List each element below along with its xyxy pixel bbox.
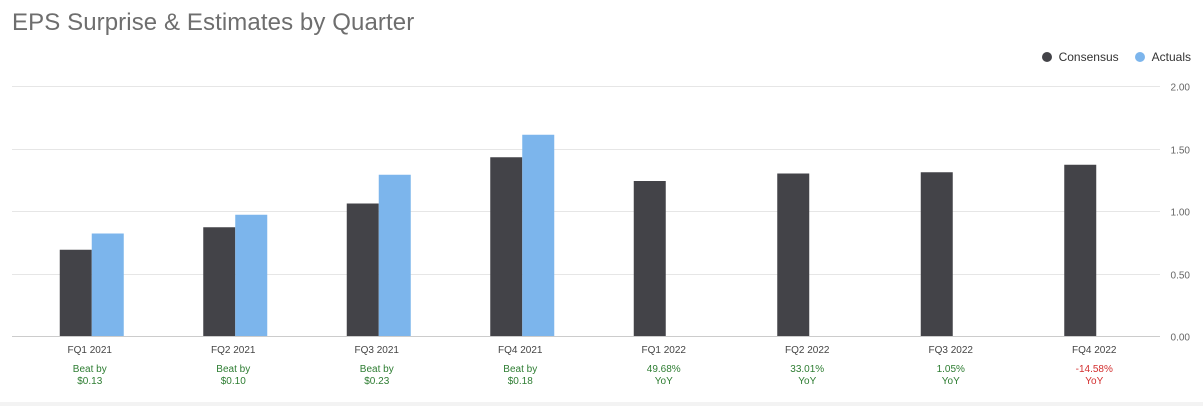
- bar-consensus[interactable]: [203, 227, 236, 336]
- annotation-line1: -14.58%: [1076, 364, 1113, 375]
- bar-consensus[interactable]: [346, 203, 379, 337]
- bar-actuals[interactable]: [522, 134, 555, 336]
- annotation-line2: YoY: [798, 376, 816, 387]
- annotation-line2: YoY: [1085, 376, 1103, 387]
- bar-consensus[interactable]: [777, 173, 810, 337]
- bar-consensus[interactable]: [1064, 164, 1097, 336]
- bottom-divider: [0, 402, 1203, 406]
- bars: [59, 134, 1097, 337]
- x-axis-labels: FQ1 2021 FQ2 2021 FQ3 2021 FQ4 2021 FQ1 2022…: [68, 345, 1117, 356]
- chart-title: EPS Surprise & Estimates by Quarter: [12, 9, 415, 36]
- annotation-line1: Beat by: [216, 364, 250, 375]
- grid-lines: [12, 86, 1160, 337]
- x-tick-label: FQ4 2022: [1072, 345, 1117, 356]
- legend-dot-consensus-icon: [1041, 52, 1052, 62]
- x-tick-label: FQ3 2022: [929, 345, 974, 356]
- y-axis-ticks: 0.00 0.50 1.00 1.50 2.00: [1171, 83, 1191, 344]
- annotation-line1: 1.05%: [937, 364, 965, 375]
- annotation-line1: Beat by: [503, 364, 537, 375]
- annotation-line2: $0.23: [364, 376, 389, 387]
- bar-consensus[interactable]: [920, 172, 953, 336]
- annotation-line2: $0.10: [221, 376, 246, 387]
- legend-label-actuals: Actuals: [1151, 50, 1191, 64]
- y-tick-label: 1.00: [1171, 208, 1191, 219]
- bar-consensus[interactable]: [633, 181, 666, 336]
- bar-actuals[interactable]: [378, 174, 411, 336]
- annotation-line2: YoY: [655, 376, 673, 387]
- annotation-line2: $0.18: [508, 376, 533, 387]
- annotation-line1: 33.01%: [790, 364, 824, 375]
- annotation-line1: Beat by: [73, 364, 107, 375]
- annotation-line1: Beat by: [360, 364, 394, 375]
- y-tick-label: 2.00: [1171, 83, 1191, 94]
- y-tick-label: 0.50: [1171, 271, 1191, 282]
- annotation-line1: 49.68%: [647, 364, 681, 375]
- annotation-line2: $0.13: [77, 376, 102, 387]
- bar-consensus[interactable]: [59, 249, 92, 336]
- x-tick-label: FQ4 2021: [498, 345, 543, 356]
- x-tick-label: FQ1 2022: [642, 345, 687, 356]
- x-tick-label: FQ2 2022: [785, 345, 830, 356]
- y-tick-label: 0.00: [1171, 333, 1191, 344]
- chart-legend: Consensus Actuals: [1041, 50, 1191, 64]
- x-tick-label: FQ1 2021: [68, 345, 113, 356]
- legend-dot-actuals-icon: [1134, 52, 1145, 62]
- bar-actuals[interactable]: [235, 214, 268, 336]
- x-tick-label: FQ3 2021: [355, 345, 400, 356]
- bar-consensus[interactable]: [490, 157, 523, 336]
- bar-actuals[interactable]: [91, 233, 124, 337]
- x-tick-label: FQ2 2021: [211, 345, 256, 356]
- y-tick-label: 1.50: [1171, 146, 1191, 157]
- legend-item-consensus[interactable]: Consensus: [1041, 50, 1119, 64]
- annotation-line2: YoY: [942, 376, 960, 387]
- legend-item-actuals[interactable]: Actuals: [1134, 50, 1191, 64]
- legend-label-consensus: Consensus: [1058, 50, 1119, 64]
